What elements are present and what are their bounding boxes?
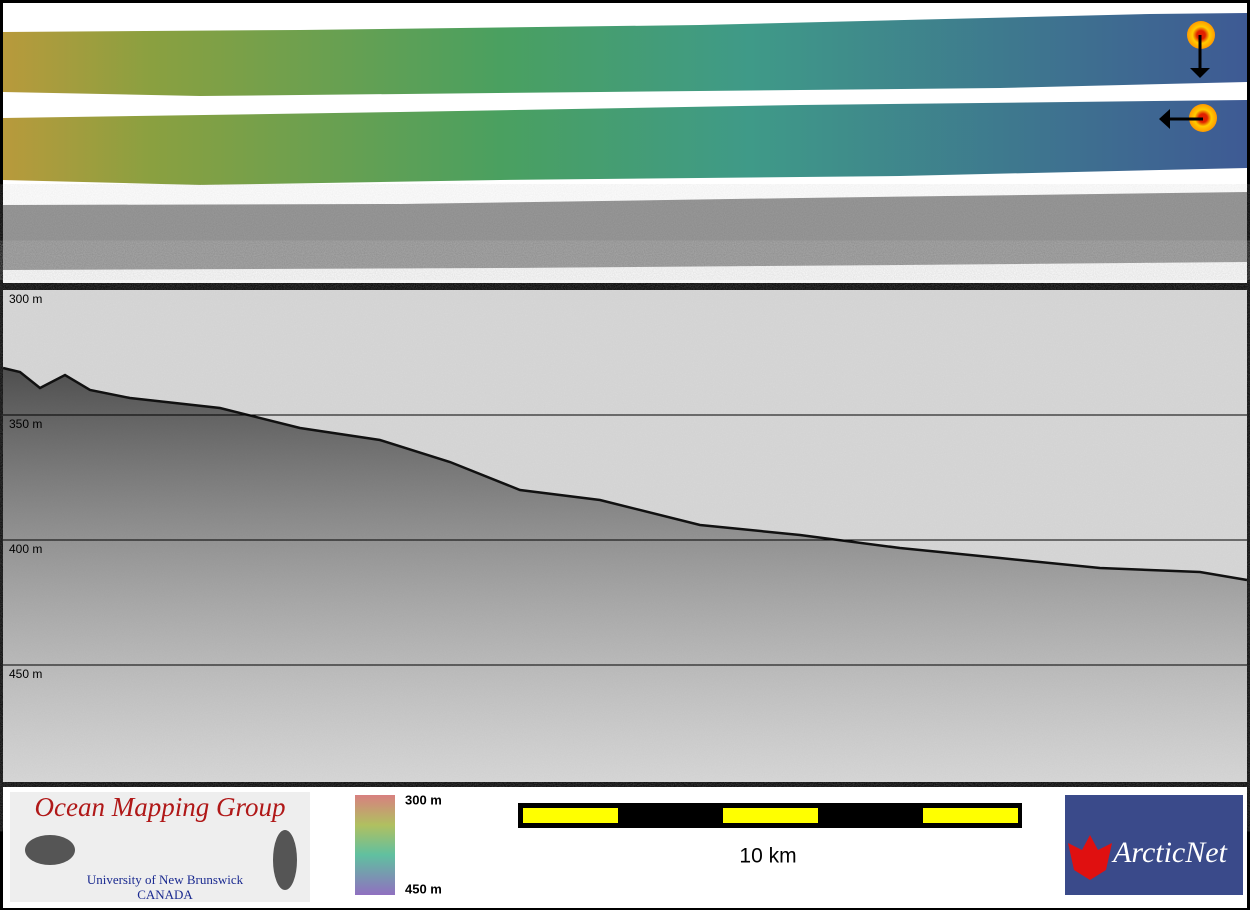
- colorbar-label: 450 m: [405, 881, 442, 896]
- logo-country: CANADA: [137, 887, 193, 902]
- scale-label: 10 km: [739, 845, 796, 868]
- sidescan-texture: [3, 192, 1247, 272]
- depth-label: 400 m: [9, 542, 42, 556]
- logo-title: Ocean Mapping Group: [35, 792, 286, 822]
- scale-bar: [518, 803, 1022, 828]
- maple-leaf: [1068, 835, 1112, 880]
- logo-shape: [273, 830, 297, 890]
- sub-bottom: [3, 368, 1247, 782]
- colorbar-label: 300 m: [405, 792, 442, 807]
- depth-label: 350 m: [9, 417, 42, 431]
- depth-label: 450 m: [9, 667, 42, 681]
- colorbar: [355, 795, 395, 895]
- logo-shape: [25, 835, 75, 865]
- seafloor: [2, 366, 1248, 582]
- logo-subtitle: University of New Brunswick: [87, 872, 244, 887]
- arcticnet-label: ArcticNet: [1111, 836, 1228, 869]
- depth-label: 300 m: [9, 292, 42, 306]
- illumination-icon: [1159, 21, 1217, 132]
- bathymetry-swath: [3, 13, 1247, 96]
- bathymetry-swath: [3, 100, 1247, 185]
